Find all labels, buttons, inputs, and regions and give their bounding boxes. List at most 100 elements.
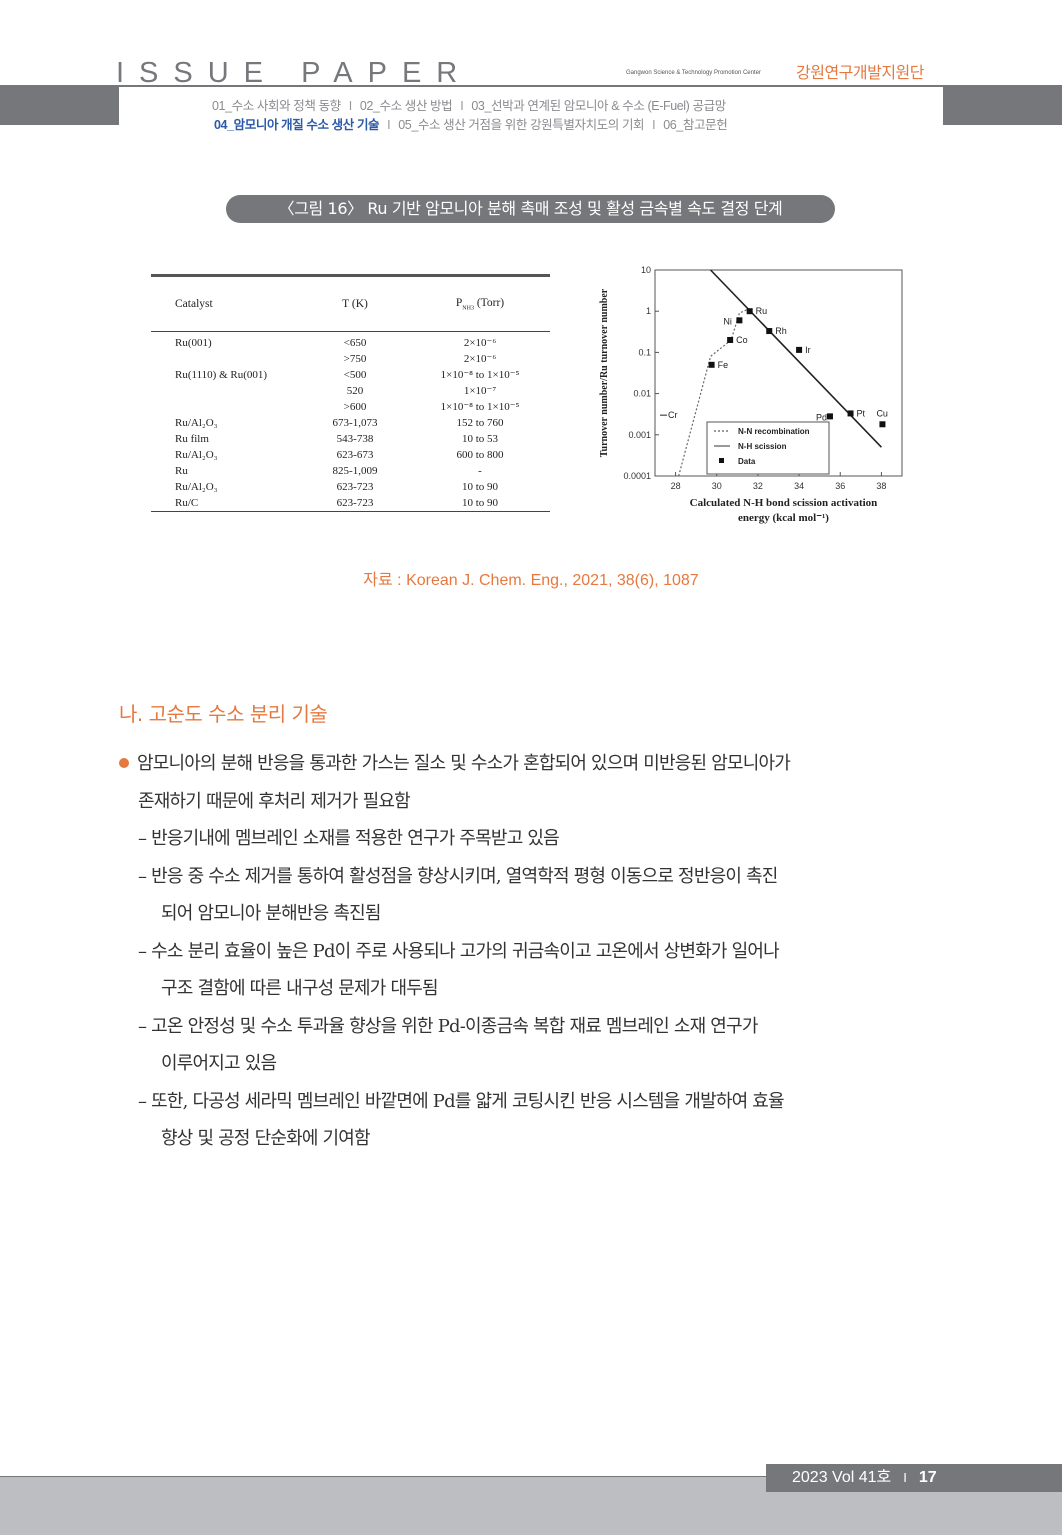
table-row: >600 1×10⁻⁸ to 1×10⁻⁵ bbox=[151, 399, 550, 415]
legend-entry: N-H scission bbox=[738, 442, 787, 451]
body-line: 이루어지고 있음 bbox=[161, 1053, 277, 1074]
x-tick-label: 36 bbox=[835, 481, 845, 491]
point-label-fe: Fe bbox=[718, 360, 729, 370]
cell-temperature: <650 bbox=[343, 337, 367, 349]
cell-pressure: 2×10⁻⁶ bbox=[463, 337, 497, 349]
x-axis-label: Calculated N-H bond scission activation bbox=[690, 497, 878, 509]
col-temperature: T (K) bbox=[300, 275, 410, 332]
nav-link-06[interactable]: 06_참고문헌 bbox=[663, 118, 728, 132]
body-line: – 반응 중 수소 제거를 통하여 활성점을 향상시키며, 열역학적 평형 이동… bbox=[138, 865, 778, 887]
header-band-left bbox=[0, 85, 119, 125]
nav-link-05[interactable]: 05_수소 생산 거점을 위한 강원특별자치도의 기회 bbox=[398, 118, 645, 132]
cell-catalyst bbox=[151, 399, 300, 415]
y-tick-label: 0.1 bbox=[638, 347, 651, 357]
data-point-pd bbox=[826, 413, 833, 420]
nav-separator: I bbox=[348, 99, 352, 113]
cell-pressure: 1×10⁻⁸ to 1×10⁻⁵ bbox=[440, 369, 520, 381]
series-nn-recombination bbox=[678, 308, 748, 477]
cell-temperature: >750 bbox=[343, 353, 367, 365]
cell-catalyst: Ru bbox=[175, 465, 188, 477]
nav-link-03[interactable]: 03_선박과 연계된 암모니아 & 수소 (E-Fuel) 공급망 bbox=[471, 99, 726, 113]
cell-temperature: 543-738 bbox=[336, 433, 374, 445]
x-tick-label: 28 bbox=[671, 481, 681, 491]
table-header-row: Catalyst T (K) PNH3 (Torr) bbox=[151, 275, 550, 332]
body-line: 암모니아의 분해 반응을 통과한 가스는 질소 및 수소가 혼합되어 있으며 미… bbox=[137, 753, 791, 774]
cell-pressure: 10 to 90 bbox=[461, 481, 499, 493]
cell-temperature: 520 bbox=[346, 385, 364, 397]
org-name-english: Gangwon Science & Technology Promotion C… bbox=[626, 70, 761, 76]
section-title: 나. 고순도 수소 분리 기술 bbox=[119, 702, 328, 726]
y-tick-label: 0.0001 bbox=[623, 471, 651, 481]
cell-temperature: 623-723 bbox=[336, 481, 374, 493]
cell-catalyst: Ru(1110) & Ru(001) bbox=[175, 369, 268, 381]
data-point-pt bbox=[847, 410, 854, 417]
cell-pressure: 600 to 800 bbox=[456, 449, 504, 461]
nav-separator: I bbox=[460, 99, 464, 113]
footer-separator: I bbox=[903, 1470, 907, 1485]
table-row: Ru/Al₂O₃ 623-673 600 to 800 bbox=[151, 447, 550, 463]
issue-label: 2023 Vol 41호 bbox=[792, 1469, 892, 1486]
cell-pressure: 10 to 53 bbox=[461, 433, 499, 445]
brand-title: ISSUE PAPER bbox=[116, 57, 473, 89]
table-row: Ru/Al₂O₃ 623-723 10 to 90 bbox=[151, 479, 550, 495]
cell-temperature: 623-673 bbox=[336, 449, 374, 461]
table-row: Ru 825-1,009 - bbox=[151, 463, 550, 479]
body-line: – 반응기내에 멤브레인 소재를 적용한 연구가 주목받고 있음 bbox=[138, 828, 560, 849]
cell-catalyst: Ru/Al₂O₃ bbox=[175, 417, 218, 429]
nav-link-01[interactable]: 01_수소 사회와 정책 동향 bbox=[212, 99, 341, 113]
plot-frame bbox=[654, 269, 903, 477]
y-axis-label: Turnover number/Ru turnover number bbox=[599, 288, 610, 457]
y-tick-label: 0.001 bbox=[628, 430, 651, 440]
col-catalyst: Catalyst bbox=[151, 275, 300, 332]
header-divider bbox=[119, 85, 943, 87]
y-tick-label: 10 bbox=[641, 265, 651, 275]
figure-source: 자료 : Korean J. Chem. Eng., 2021, 38(6), … bbox=[363, 572, 699, 589]
y-tick-label: 1 bbox=[646, 306, 651, 316]
y-tick-label: 0.01 bbox=[633, 389, 651, 399]
point-label-ru: Ru bbox=[756, 306, 768, 316]
data-point-co bbox=[727, 336, 734, 343]
x-tick-label: 32 bbox=[753, 481, 763, 491]
cell-catalyst: Ru film bbox=[175, 433, 209, 445]
x-tick-label: 38 bbox=[876, 481, 886, 491]
point-label-cu: Cu bbox=[876, 408, 888, 418]
point-label-cr: Cr bbox=[668, 410, 678, 420]
x-axis-label: energy (kcal mol⁻¹) bbox=[738, 512, 829, 524]
table-row: Ru/C 623-723 10 to 90 bbox=[151, 495, 550, 512]
cell-pressure: - bbox=[478, 465, 482, 477]
x-tick-label: 34 bbox=[794, 481, 804, 491]
body-line: 존재하기 때문에 후처리 제거가 필요함 bbox=[138, 790, 411, 812]
body-line: 구조 결함에 따른 내구성 문제가 대두됨 bbox=[161, 978, 439, 999]
data-point-ru bbox=[746, 308, 753, 315]
legend-marker bbox=[719, 458, 724, 463]
data-point-ni bbox=[736, 317, 743, 324]
point-label-ni: Ni bbox=[723, 316, 732, 326]
header-band-right bbox=[943, 85, 1062, 125]
nav-link-04-active[interactable]: 04_암모니아 개질 수소 생산 기술 bbox=[214, 118, 380, 132]
cell-pressure: 10 to 90 bbox=[461, 497, 499, 509]
col-pressure: PNH3 (Torr) bbox=[410, 275, 550, 332]
org-name-korean: 강원연구개발지원단 bbox=[796, 63, 924, 82]
data-point-ir bbox=[796, 346, 803, 353]
nav-link-02[interactable]: 02_수소 생산 방법 bbox=[359, 99, 453, 113]
x-tick-label: 30 bbox=[712, 481, 722, 491]
cell-catalyst: Ru/Al₂O₃ bbox=[175, 449, 218, 461]
table-row: Ru(001) <650 2×10⁻⁶ bbox=[151, 332, 550, 352]
cell-temperature: >600 bbox=[343, 401, 367, 413]
nav-row-1: 01_수소 사회와 정책 동향 I 02_수소 생산 방법 I 03_선박과 연계된 암… bbox=[212, 95, 726, 114]
cell-temperature: 623-723 bbox=[336, 497, 374, 509]
cell-pressure: 1×10⁻⁸ to 1×10⁻⁵ bbox=[440, 401, 520, 413]
figure-caption: 〈그림 16〉 Ru 기반 암모니아 분해 촉매 조성 및 활성 금속별 속도 … bbox=[226, 195, 835, 223]
cell-temperature: 673-1,073 bbox=[332, 417, 378, 429]
table-row: Ru/Al₂O₃ 673-1,073 152 to 760 bbox=[151, 415, 550, 431]
nav-row-2: 04_암모니아 개질 수소 생산 기술 I 05_수소 생산 거점을 위한 강원특별… bbox=[214, 114, 728, 133]
cell-pressure: 1×10⁻⁷ bbox=[463, 385, 497, 397]
table-row: >750 2×10⁻⁶ bbox=[151, 351, 550, 367]
table-row: Ru(1110) & Ru(001) <500 1×10⁻⁸ to 1×10⁻⁵ bbox=[151, 367, 550, 383]
cell-pressure: 152 to 760 bbox=[456, 417, 504, 429]
cell-catalyst: Ru(001) bbox=[175, 337, 212, 349]
point-label-rh: Rh bbox=[775, 326, 787, 336]
cell-pressure: 2×10⁻⁶ bbox=[463, 353, 497, 365]
legend-entry: Data bbox=[738, 457, 756, 466]
cell-temperature: <500 bbox=[343, 369, 367, 381]
